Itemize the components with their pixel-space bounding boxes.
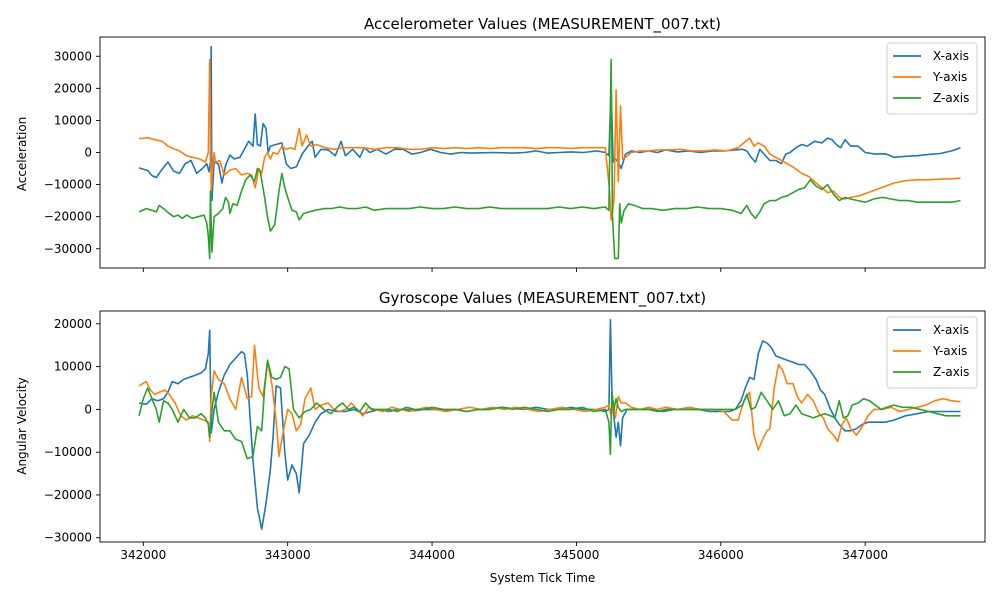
accelerometer-series-x-axis-line: [138, 45, 961, 202]
accelerometer-plot-lines: [138, 45, 961, 260]
gyroscope-y-tick-label: 0: [84, 402, 92, 416]
gyroscope-chart-title: Gyroscope Values (MEASUREMENT_007.txt): [379, 289, 706, 308]
accelerometer-y-tick-label: −30000: [44, 242, 92, 256]
gyroscope-x-tick-label: 342000: [120, 548, 166, 562]
gyroscope-x-tick-label: 345000: [554, 548, 600, 562]
accelerometer-series-z-axis-line: [138, 58, 961, 260]
accelerometer-legend-label-y-axis: Y-axis: [932, 70, 967, 84]
accelerometer-legend-box: [886, 42, 978, 115]
accelerometer-y-tick-label: 10000: [54, 113, 92, 127]
gyroscope-series-z-axis-line: [138, 359, 961, 460]
accelerometer-y-tick-label: −10000: [44, 178, 92, 192]
accelerometer-y-tick-label: 0: [84, 146, 92, 160]
accelerometer-y-tick-label: −20000: [44, 210, 92, 224]
gyroscope-y-tick-label: −10000: [44, 445, 92, 459]
gyroscope-legend-label-x-axis: X-axis: [933, 323, 969, 337]
gyroscope-x-tick-label: 344000: [409, 548, 455, 562]
gyroscope-y-tick-label: −20000: [44, 488, 92, 502]
gyroscope-y-axis-label: Angular Velocity: [15, 377, 29, 475]
accelerometer-chart: Accelerometer Values (MEASUREMENT_007.tx…: [15, 15, 986, 272]
accelerometer-legend-label-x-axis: X-axis: [933, 49, 969, 63]
accelerometer-chart-title: Accelerometer Values (MEASUREMENT_007.tx…: [364, 15, 721, 34]
accelerometer-series-y-axis-line: [138, 58, 961, 221]
gyroscope-x-tick-label: 347000: [842, 548, 888, 562]
gyroscope-x-tick-label: 346000: [698, 548, 744, 562]
gyroscope-series-y-axis-line: [138, 344, 961, 458]
accelerometer-legend: X-axis Y-axis Z-axis: [886, 42, 978, 115]
gyroscope-legend-label-z-axis: Z-axis: [933, 365, 969, 379]
gyroscope-legend-label-y-axis: Y-axis: [932, 344, 967, 358]
gyroscope-y-tick-label: 10000: [54, 360, 92, 374]
accelerometer-legend-label-z-axis: Z-axis: [933, 91, 969, 105]
gyroscope-y-tick-label: 20000: [54, 317, 92, 331]
gyroscope-x-tick-label: 343000: [265, 548, 311, 562]
gyroscope-legend-box: [886, 316, 978, 389]
gyroscope-legend: X-axis Y-axis Z-axis: [886, 316, 978, 389]
accelerometer-y-axis-label: Acceleration: [15, 117, 29, 192]
gyroscope-plot-lines: [138, 318, 961, 530]
gyroscope-axes-frame: [99, 310, 986, 543]
gyroscope-y-tick-label: −30000: [44, 531, 92, 545]
accelerometer-y-tick-label: 20000: [54, 81, 92, 95]
gyroscope-chart: Gyroscope Values (MEASUREMENT_007.txt) A…: [15, 289, 986, 562]
accelerometer-y-tick-label: 30000: [54, 49, 92, 63]
x-axis-label: System Tick Time: [490, 571, 596, 585]
